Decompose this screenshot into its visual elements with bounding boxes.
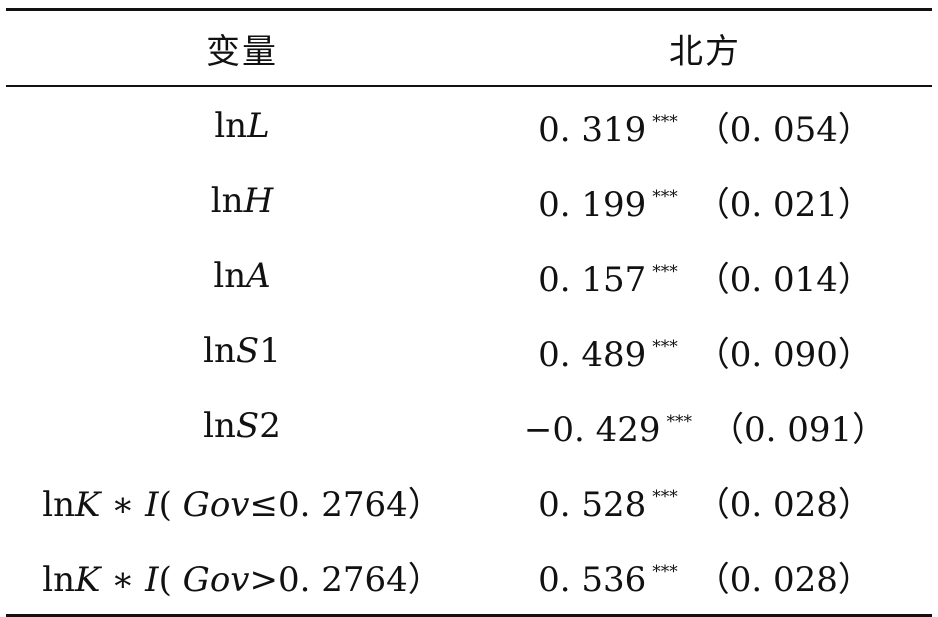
indicator-symbol: I (145, 559, 159, 600)
ln-prefix: ln (210, 181, 244, 221)
variable-suffix: 2 (259, 406, 281, 446)
interaction-operator: ∗ (100, 559, 146, 600)
variable-cell: lnH (6, 181, 478, 221)
standard-error: （0. 028） (695, 559, 872, 600)
open-paren: ( (158, 484, 183, 525)
significance-stars: *** (652, 561, 678, 582)
variable-symbol: K (75, 484, 101, 525)
threshold-condition: ≤0. 2764） (249, 484, 442, 525)
open-paren: ( (158, 559, 183, 600)
coefficient: 0. 319 (538, 109, 647, 150)
variable-cell: lnS1 (6, 331, 478, 371)
coefficient: 0. 536 (538, 559, 647, 600)
top-rule (6, 8, 932, 11)
value-cell: 0. 528 *** （0. 028） (478, 477, 932, 526)
variable-cell: lnK ∗ I( Gov≤0. 2764） (6, 477, 478, 526)
value-cell: −0. 429 *** （0. 091） (478, 402, 932, 451)
ln-prefix: ln (203, 331, 236, 371)
table-row: lnK ∗ I( Gov≤0. 2764） 0. 528 *** （0. 028） (6, 464, 932, 539)
indicator-symbol: I (145, 484, 159, 525)
standard-error: （0. 090） (695, 334, 872, 375)
significance-stars: *** (652, 336, 678, 357)
variable-suffix: 1 (259, 331, 281, 371)
variable-cell: lnK ∗ I( Gov>0. 2764） (6, 552, 478, 601)
threshold-condition: >0. 2764） (249, 559, 442, 600)
variable-symbol: L (247, 106, 270, 146)
threshold-variable: Gov (182, 559, 250, 600)
significance-stars: *** (652, 486, 678, 507)
header-row: 变量 北方 (6, 11, 932, 85)
value-cell: 0. 157 *** （0. 014） (478, 252, 932, 301)
value-cell: 0. 489 *** （0. 090） (478, 327, 932, 376)
table-row: lnS2 −0. 429 *** （0. 091） (6, 389, 932, 464)
ln-prefix: ln (214, 106, 248, 146)
significance-stars: *** (652, 111, 678, 132)
table-row: lnL 0. 319 *** （0. 054） (6, 89, 932, 164)
header-variable: 变量 (206, 31, 278, 72)
standard-error: （0. 091） (709, 409, 887, 450)
table-row: lnS1 0. 489 *** （0. 090） (6, 314, 932, 389)
table-row: lnH 0. 199 *** （0. 021） (6, 164, 932, 239)
regression-table: 变量 北方 lnL 0. 319 *** （0. 054） lnH 0. 199 **… (6, 8, 932, 617)
standard-error: （0. 014） (695, 259, 872, 300)
standard-error: （0. 028） (695, 484, 872, 525)
coefficient: 0. 528 (538, 484, 647, 525)
significance-stars: *** (652, 261, 678, 282)
ln-prefix: ln (42, 559, 75, 600)
ln-prefix: ln (213, 256, 247, 296)
table-body: lnL 0. 319 *** （0. 054） lnH 0. 199 *** （0. 0… (6, 87, 932, 614)
table-row: lnK ∗ I( Gov>0. 2764） 0. 536 *** （0. 028） (6, 539, 932, 614)
coefficient: −0. 429 (523, 409, 661, 450)
value-cell: 0. 199 *** （0. 021） (478, 177, 932, 226)
standard-error: （0. 054） (695, 109, 872, 150)
threshold-variable: Gov (182, 484, 250, 525)
significance-stars: *** (652, 186, 678, 207)
significance-stars: *** (666, 411, 692, 432)
variable-symbol: K (75, 559, 101, 600)
variable-symbol: S (235, 331, 260, 371)
interaction-operator: ∗ (100, 484, 146, 525)
table-row: lnA 0. 157 *** （0. 014） (6, 239, 932, 314)
bottom-rule (6, 613, 932, 617)
variable-cell: lnS2 (6, 406, 478, 446)
standard-error: （0. 021） (695, 184, 872, 225)
value-cell: 0. 536 *** （0. 028） (478, 552, 932, 601)
header-rule (6, 85, 932, 87)
variable-symbol: S (235, 406, 260, 446)
variable-symbol: H (243, 181, 274, 221)
header-region: 北方 (669, 31, 741, 72)
variable-cell: lnA (6, 256, 478, 296)
variable-cell: lnL (6, 106, 478, 146)
coefficient: 0. 199 (538, 184, 647, 225)
ln-prefix: ln (42, 484, 75, 525)
coefficient: 0. 157 (538, 259, 647, 300)
coefficient: 0. 489 (538, 334, 647, 375)
value-cell: 0. 319 *** （0. 054） (478, 102, 932, 151)
variable-symbol: A (246, 256, 271, 296)
ln-prefix: ln (203, 406, 236, 446)
